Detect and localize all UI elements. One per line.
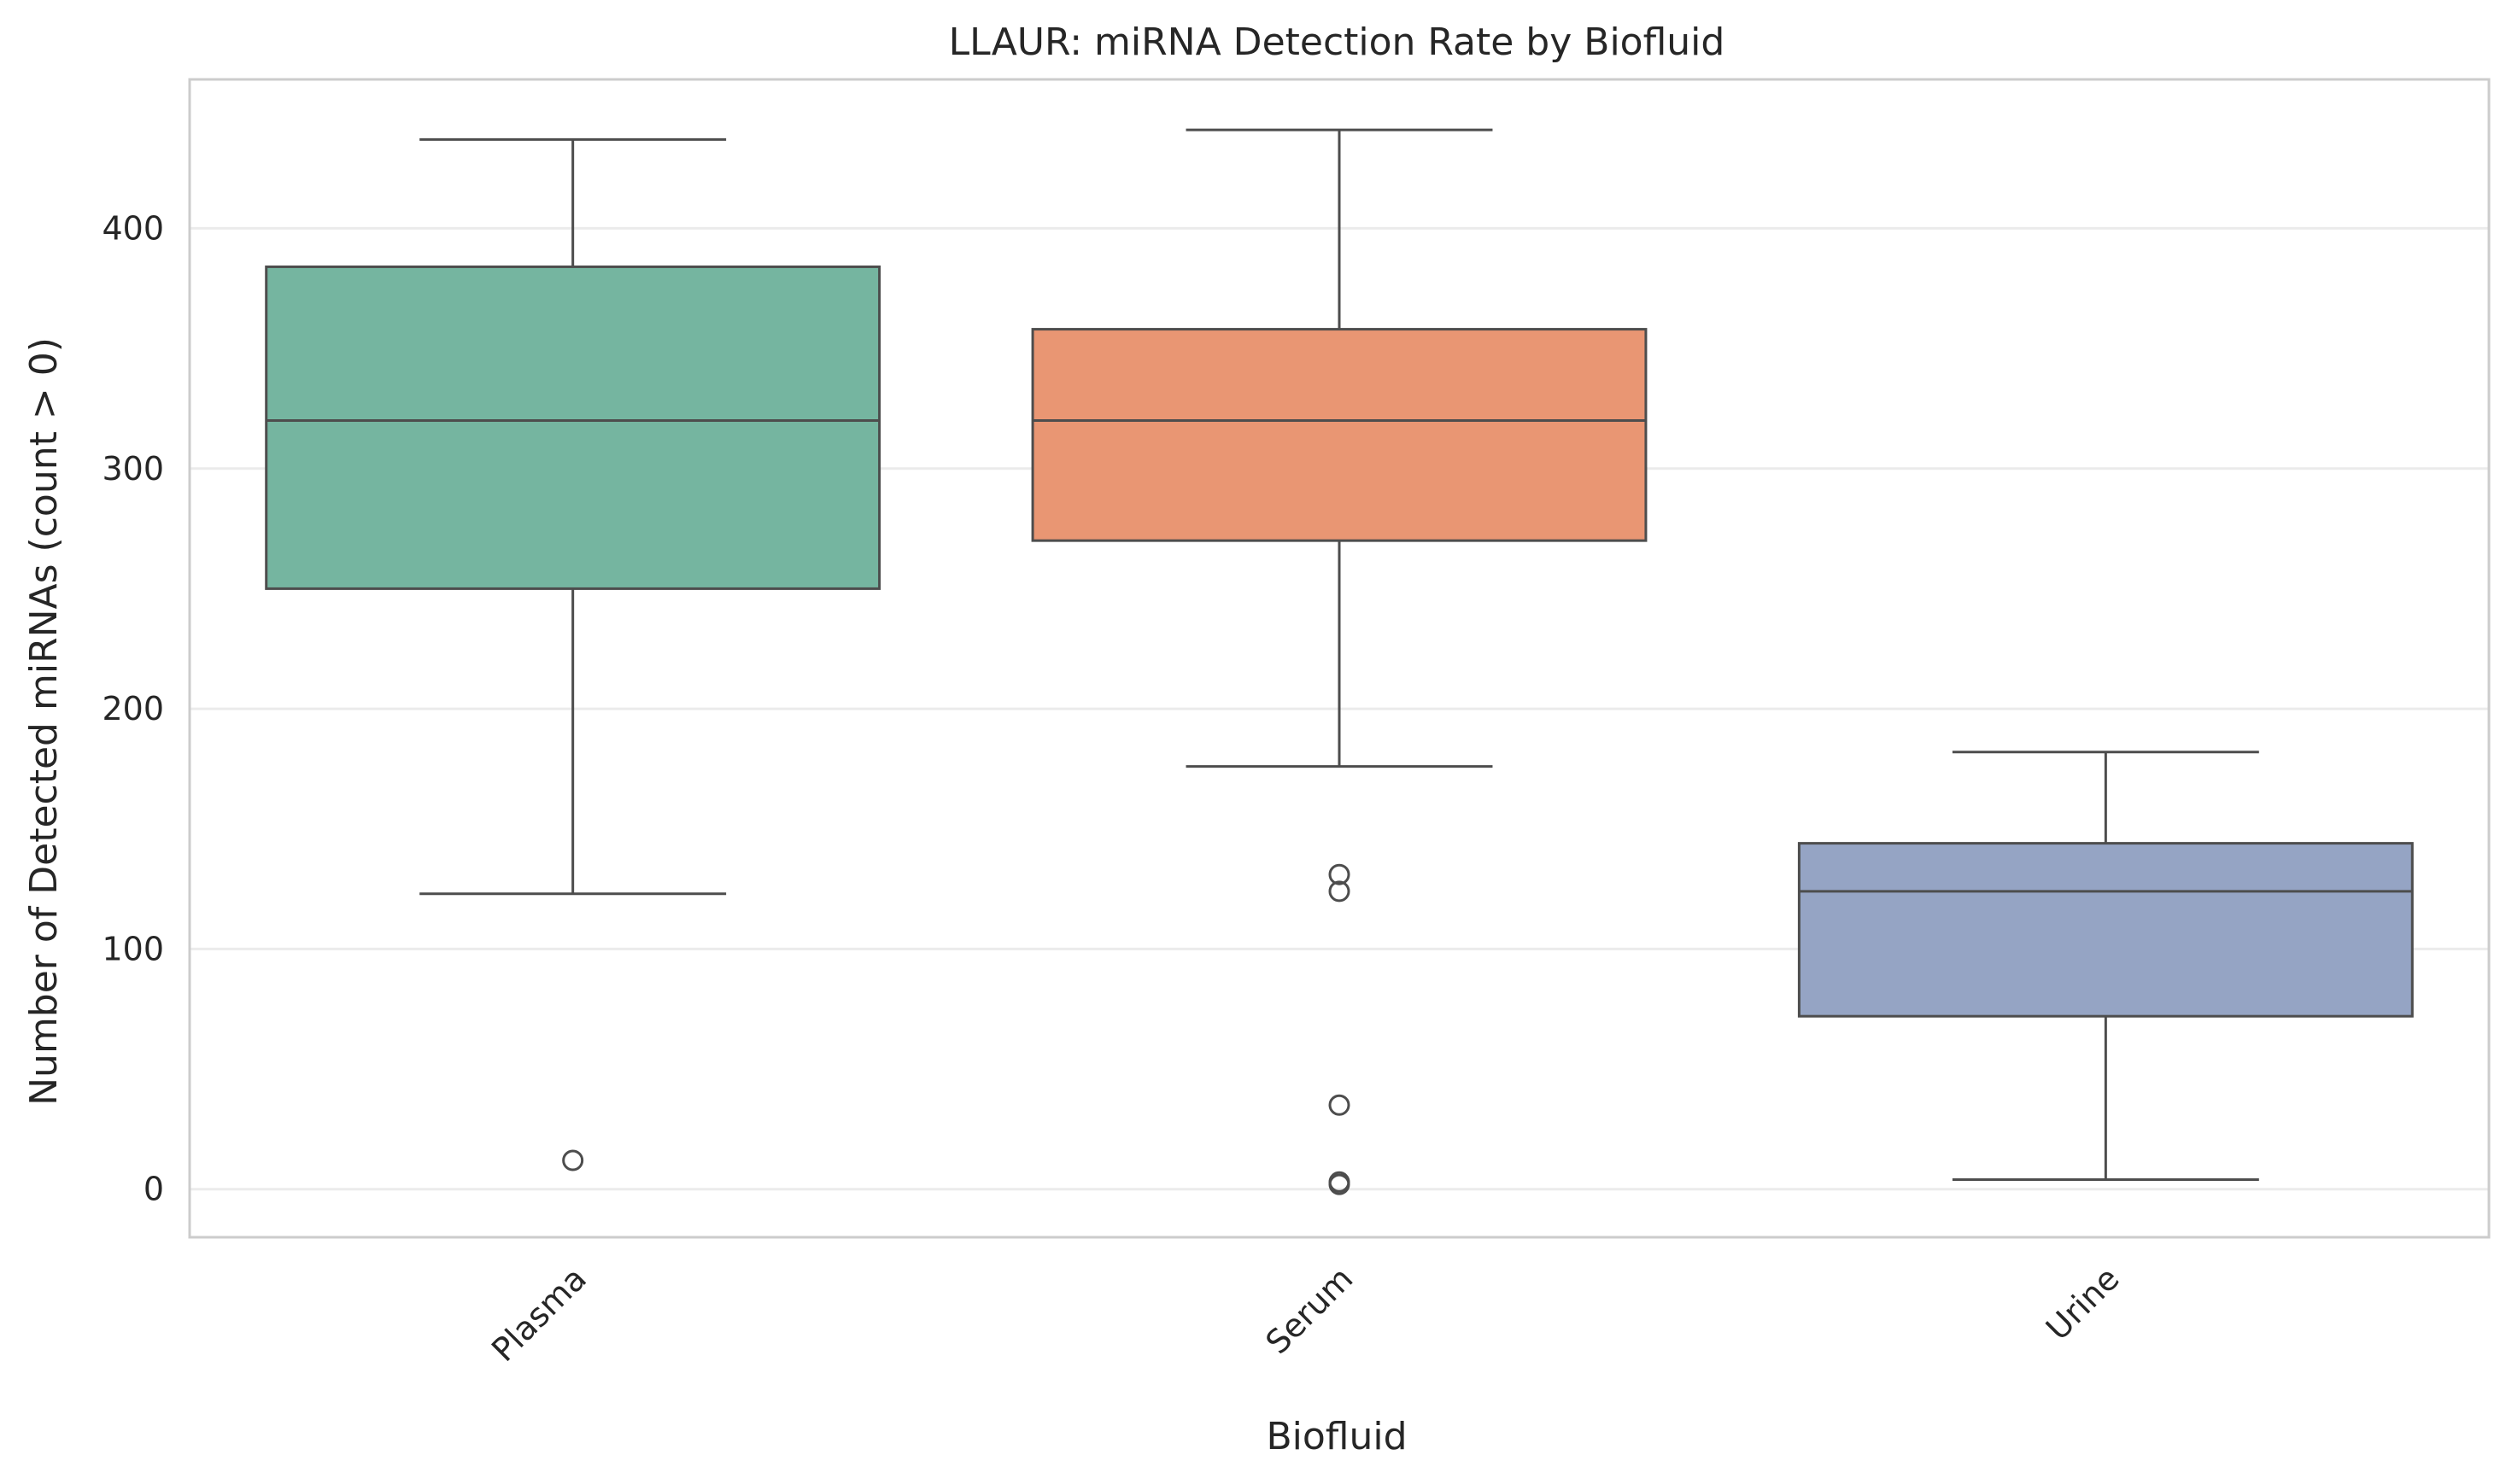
box-iqr <box>1797 842 2414 1018</box>
y-tick-label: 300 <box>102 450 164 488</box>
x-tick-label: Serum <box>1258 1259 1360 1361</box>
y-tick-label: 200 <box>102 690 164 727</box>
box-urine <box>1797 751 2414 1181</box>
x-tick-label: Urine <box>2039 1259 2127 1347</box>
y-tick-label: 400 <box>102 209 164 247</box>
box-iqr <box>1031 328 1648 542</box>
y-tick-label: 0 <box>143 1171 164 1208</box>
outlier-point <box>1328 1094 1350 1116</box>
outlier-point <box>1328 880 1350 903</box>
box-plasma <box>265 137 881 1171</box>
x-tick-label-group: Plasma <box>484 1259 594 1369</box>
y-axis-ticks: 0 100 200 300 400 <box>102 209 164 1207</box>
x-tick-label-group: Serum <box>1258 1259 1360 1361</box>
y-tick-label: 100 <box>102 930 164 967</box>
chart-title: LLAUR: miRNA Detection Rate by Biofluid <box>949 20 1725 64</box>
box-group <box>265 128 2414 1195</box>
outlier-point <box>562 1149 584 1171</box>
x-axis-label: Biofluid <box>1266 1415 1407 1458</box>
x-axis-ticks: Plasma Serum Urine <box>484 1259 2127 1369</box>
plot-frame <box>188 78 2491 1239</box>
x-tick-label-group: Urine <box>2039 1259 2127 1347</box>
outlier-point <box>1328 863 1350 885</box>
box-iqr <box>265 265 881 590</box>
x-tick-label: Plasma <box>484 1259 594 1369</box>
box-serum <box>1031 128 1648 1195</box>
y-axis-label: Number of Detected miRNAs (count > 0) <box>22 337 66 1106</box>
outlier-point <box>1328 1173 1350 1195</box>
